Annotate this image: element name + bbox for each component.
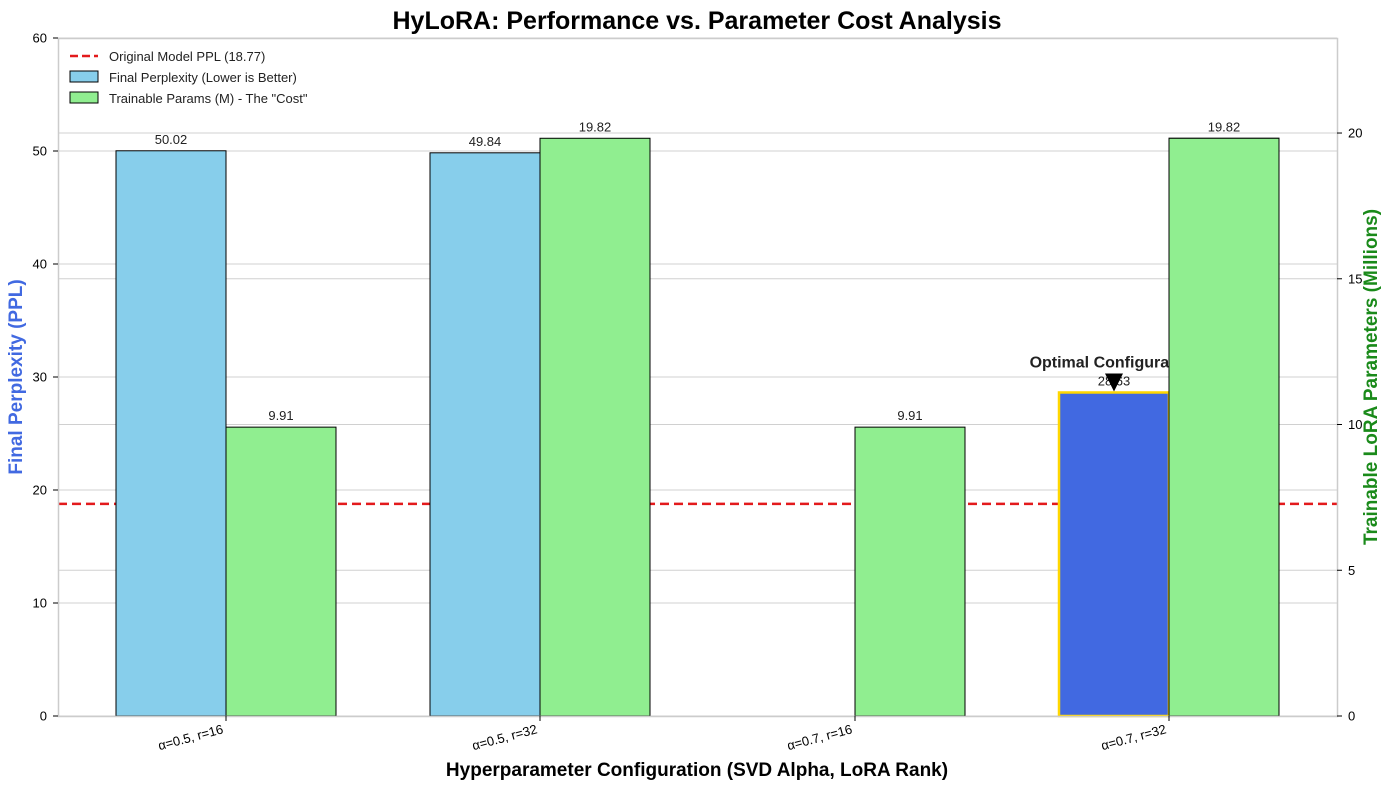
legend-label-reference: Original Model PPL (18.77) (109, 49, 265, 64)
bar-params (225, 426, 337, 717)
bar-label-params: 9.91 (268, 408, 293, 423)
chart-title: HyLoRA: Performance vs. Parameter Cost A… (392, 7, 1001, 35)
y-axis-label: Final Perplexity (PPL) (6, 279, 27, 474)
legend-swatch-ppl (69, 70, 99, 83)
x-tick-label: α=0.5, r=16 (156, 721, 224, 753)
annotation-group: Optimal Configuration (1030, 354, 1199, 371)
legend-label-ppl: Final Perplexity (Lower is Better) (109, 70, 297, 85)
x-tick-label: α=0.7, r=16 (785, 721, 853, 753)
x-axis-label: Hyperparameter Configuration (SVD Alpha,… (446, 760, 948, 781)
y-tick-label: 20 (33, 483, 47, 498)
bar-params (539, 137, 651, 717)
y2-tick-label: 0 (1348, 709, 1355, 724)
bar-label-params: 19.82 (579, 119, 612, 134)
y-tick-label: 50 (33, 144, 47, 159)
bar-perplexity (1057, 391, 1171, 718)
bar-label-perplexity: 49.84 (469, 134, 502, 149)
plot-frame (57, 37, 1339, 718)
y-axis-ticks: 0 10 20 30 40 50 60 (33, 31, 58, 724)
legend-swatch-params (69, 91, 99, 104)
y-tick-label: 40 (33, 257, 47, 272)
annotation-layer: Optimal Configuration (1030, 137, 1280, 717)
bar-params (854, 426, 966, 717)
x-axis-ticks: α=0.5, r=16 α=0.5, r=32 α=0.7, r=16 α=0.7, … (156, 716, 1170, 753)
y2-tick-label: 15 (1348, 271, 1362, 286)
y2-tick-label: 10 (1348, 417, 1362, 432)
bar-label-params: 19.82 (1208, 119, 1241, 134)
bar-perplexity (429, 152, 541, 717)
y2-axis-ticks: 0 5 10 15 20 (1337, 126, 1362, 724)
annotation-arrow (1105, 373, 1123, 392)
legend-label-params: Trainable Params (M) - The "Cost" (109, 91, 308, 106)
annotation-text: Optimal Configuration (1030, 354, 1199, 371)
y-tick-label: 30 (33, 370, 47, 385)
bar-perplexity (115, 150, 227, 717)
bar-label-perplexity: 50.02 (155, 132, 188, 147)
bar-params (1168, 137, 1280, 717)
y-tick-label: 10 (33, 596, 47, 611)
y-tick-label: 60 (33, 31, 47, 46)
x-tick-label: α=0.5, r=32 (470, 721, 538, 753)
y2-tick-label: 5 (1348, 563, 1355, 578)
bars (115, 137, 1280, 718)
legend: Original Model PPL (18.77) Final Perplex… (69, 49, 308, 106)
y-tick-label: 0 (40, 709, 47, 724)
x-tick-label: α=0.7, r=32 (1099, 721, 1167, 753)
bar-label-params: 9.91 (897, 408, 922, 423)
y2-axis-label: Trainable LoRA Parameters (Millions) (1361, 209, 1382, 545)
y2-tick-label: 20 (1348, 126, 1362, 141)
